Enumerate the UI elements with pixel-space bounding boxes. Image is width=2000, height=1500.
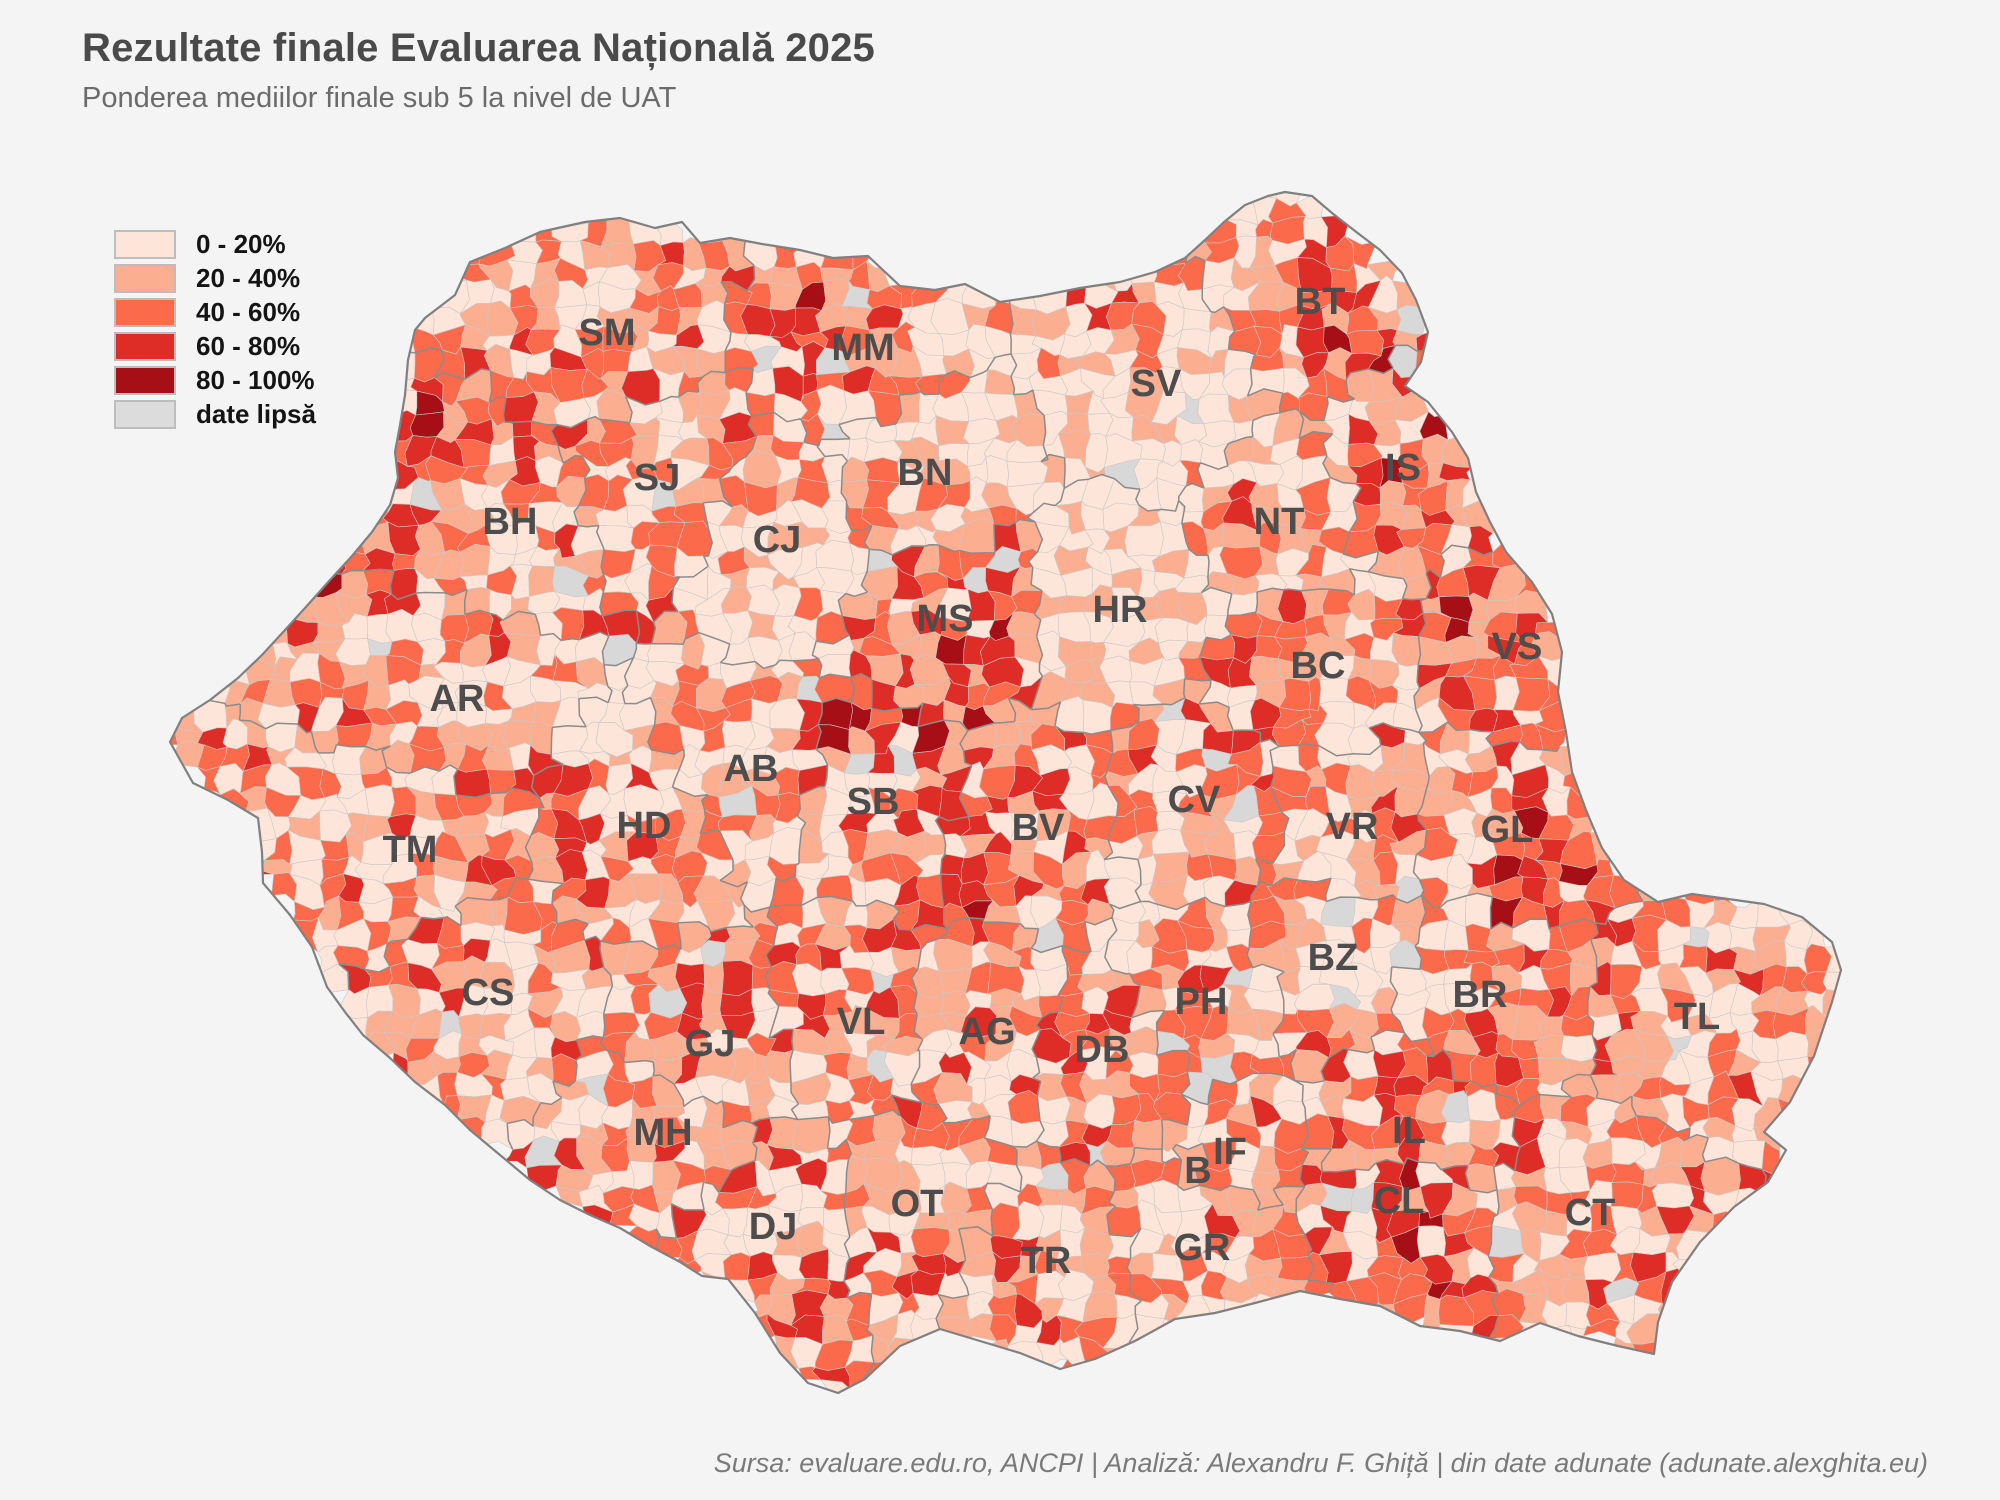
county-label-OT: OT [891, 1183, 944, 1225]
county-label-IF: IF [1213, 1131, 1247, 1173]
legend-item-label: 60 - 80% [196, 330, 301, 361]
legend-swatch-1 [114, 263, 176, 293]
county-label-TM: TM [383, 829, 438, 871]
county-label-MH: MH [633, 1112, 692, 1154]
county-label-HR: HR [1093, 589, 1148, 631]
county-label-AG: AG [959, 1011, 1016, 1053]
county-label-GJ: GJ [685, 1023, 736, 1065]
country-outline [168, 190, 1843, 1395]
legend-item-label: 0 - 20% [196, 228, 286, 259]
county-label-IL: IL [1392, 1110, 1426, 1152]
legend-swatch-0 [114, 229, 176, 259]
legend-item-label: 40 - 60% [196, 296, 301, 327]
legend-item: 20 - 40% [114, 261, 316, 295]
county-label-DJ: DJ [749, 1206, 798, 1248]
legend-swatch-2 [114, 297, 176, 327]
county-label-GR: GR [1174, 1227, 1231, 1269]
county-label-BT: BT [1295, 281, 1346, 323]
legend-swatch-4 [114, 365, 176, 395]
county-label-SV: SV [1131, 363, 1182, 405]
county-label-GL: GL [1481, 809, 1534, 851]
county-label-CS: CS [462, 972, 515, 1014]
county-label-BN: BN [898, 452, 953, 494]
county-label-DB: DB [1075, 1029, 1130, 1071]
page-title: Rezultate finale Evaluarea Națională 202… [82, 26, 875, 70]
county-label-AB: AB [724, 748, 779, 790]
county-label-VL: VL [837, 1001, 886, 1043]
county-label-CT: CT [1565, 1192, 1616, 1234]
source-footer: Sursa: evaluare.edu.ro, ANCPI | Analiză:… [713, 1448, 1928, 1478]
legend-item-label: date lipsă [196, 398, 316, 429]
legend-item: 60 - 80% [114, 329, 316, 363]
county-label-BH: BH [483, 501, 538, 543]
county-label-MM: MM [831, 327, 894, 369]
county-label-BR: BR [1453, 974, 1508, 1016]
county-label-CJ: CJ [753, 519, 802, 561]
legend-item: 40 - 60% [114, 295, 316, 329]
county-label-VS: VS [1492, 626, 1543, 668]
legend-item-label: 20 - 40% [196, 262, 301, 293]
county-borders [193, 237, 1778, 1393]
county-label-CV: CV [1168, 779, 1221, 821]
county-label-BZ: BZ [1308, 937, 1359, 979]
county-label-SB: SB [847, 781, 900, 823]
legend-item-label: 80 - 100% [196, 364, 315, 395]
county-label-MS: MS [917, 598, 974, 640]
legend: 0 - 20% 20 - 40% 40 - 60% 60 - 80% 80 - 100%… [114, 227, 316, 431]
county-label-SJ: SJ [634, 457, 680, 499]
county-label-PH: PH [1175, 981, 1228, 1023]
county-label-AR: AR [430, 678, 485, 720]
page-subtitle: Ponderea mediilor finale sub 5 la nivel … [82, 82, 677, 114]
county-label-HD: HD [617, 805, 672, 847]
county-label-TR: TR [1021, 1240, 1072, 1282]
county-label-CL: CL [1374, 1180, 1425, 1222]
legend-swatch-5 [114, 399, 176, 429]
county-label-VR: VR [1326, 806, 1379, 848]
county-label-IS: IS [1385, 447, 1421, 489]
county-label-BC: BC [1291, 645, 1346, 687]
county-label-SM: SM [579, 312, 636, 354]
legend-swatch-3 [114, 331, 176, 361]
county-label-B: B [1184, 1150, 1211, 1192]
legend-item: 0 - 20% [114, 227, 316, 261]
county-label-NT: NT [1254, 501, 1305, 543]
legend-item: date lipsă [114, 397, 316, 431]
county-label-BV: BV [1012, 807, 1065, 849]
legend-item: 80 - 100% [114, 363, 316, 397]
county-label-TL: TL [1674, 996, 1720, 1038]
